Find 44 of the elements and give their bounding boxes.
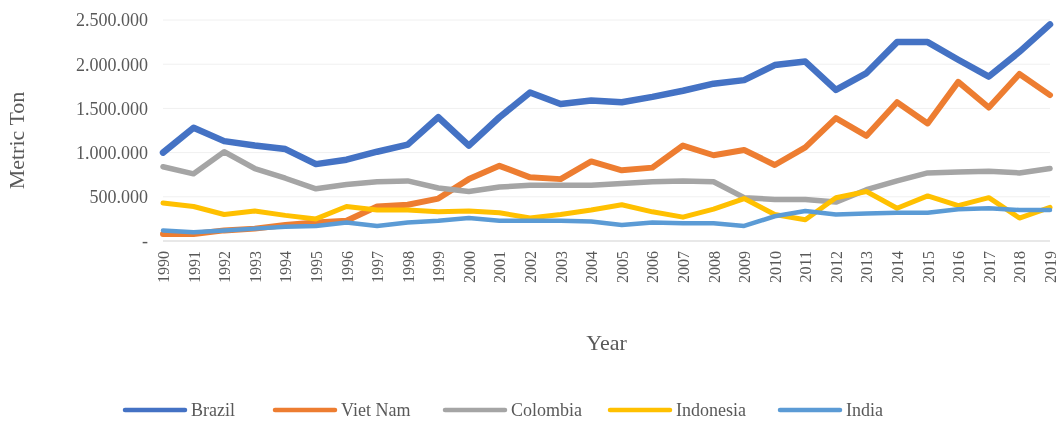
x-tick-label: 2012 [827,251,845,283]
x-tick-label: 2005 [613,251,631,283]
x-tick-label: 1995 [307,251,325,283]
x-tick-label: 2013 [858,251,876,283]
x-tick-label: 2015 [919,251,937,283]
legend-label: Viet Nam [341,400,411,421]
x-tick-label: 2000 [460,251,478,283]
y-tick-label: - [142,231,148,252]
x-tick-label: 2009 [736,251,754,283]
x-tick-label: 1992 [216,251,234,283]
legend-label: Brazil [191,400,235,421]
x-tick-label: 2006 [644,251,662,283]
legend-label: India [846,400,883,421]
x-tick-label: 2011 [797,251,815,283]
x-tick-label: 2001 [491,251,509,283]
x-tick-label: 2002 [522,251,540,283]
x-tick-label: 1994 [277,251,295,283]
x-tick-label: 1998 [399,251,417,283]
y-tick-label: 2.500.000 [76,10,148,31]
x-tick-label: 2019 [1042,251,1059,283]
x-tick-label: 2008 [705,251,723,283]
x-tick-label: 1991 [185,251,203,283]
y-tick-label: 1.500.000 [76,98,148,119]
x-tick-label: 2007 [674,251,692,283]
x-tick-label: 2017 [980,251,998,283]
legend-label: Colombia [511,400,583,421]
x-tick-label: 2016 [950,251,968,283]
y-tick-label: 2.000.000 [76,54,148,75]
x-tick-label: 2003 [552,251,570,283]
y-tick-label: 500.000 [89,187,148,208]
y-axis-title: Metric Ton [4,91,29,190]
x-tick-label: 2014 [889,251,907,283]
x-axis-title: Year [586,330,628,355]
x-tick-label: 2018 [1011,251,1029,283]
x-tick-label: 1997 [369,251,387,283]
x-tick-label: 2010 [766,251,784,283]
x-tick-label: 2004 [583,251,601,283]
y-tick-label: 1.000.000 [76,142,148,163]
x-tick-label: 1990 [155,251,172,283]
line-series [160,206,1053,235]
x-tick-label: 1999 [430,251,448,283]
x-tick-label: 1996 [338,251,356,283]
legend-label: Indonesia [676,400,746,421]
x-tick-label: 1993 [246,251,264,283]
